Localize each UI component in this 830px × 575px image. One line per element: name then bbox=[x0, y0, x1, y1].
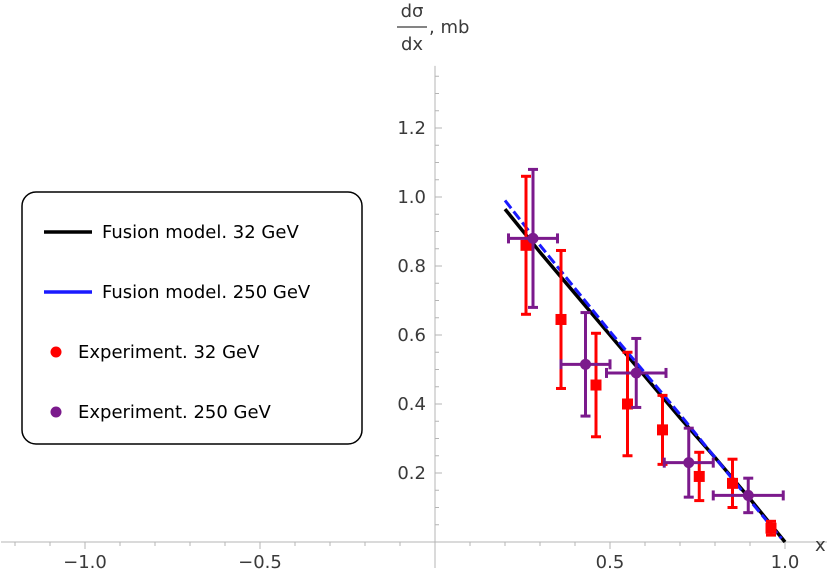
data-point-experiment-32 bbox=[622, 350, 633, 458]
circle-marker bbox=[527, 232, 539, 244]
legend-label-experiment-250: Experiment. 250 GeV bbox=[78, 402, 272, 423]
y-axis-title-numerator: dσ bbox=[401, 1, 424, 22]
square-marker bbox=[727, 477, 738, 489]
legend-label-experiment-32: Experiment. 32 GeV bbox=[78, 342, 260, 363]
data-point-experiment-250 bbox=[711, 476, 785, 515]
square-marker bbox=[765, 522, 777, 534]
circle-marker bbox=[742, 489, 754, 501]
y-tick-label: 1.2 bbox=[397, 118, 426, 139]
y-tick-label: 0.2 bbox=[397, 463, 426, 484]
y-tick-label: 0.4 bbox=[397, 394, 426, 415]
legend-label-fusion-32: Fusion model. 32 GeV bbox=[102, 222, 299, 243]
x-axis-title: x bbox=[815, 535, 826, 556]
square-marker bbox=[693, 470, 705, 482]
data-point-experiment-32 bbox=[727, 457, 738, 509]
circle-marker bbox=[630, 367, 642, 379]
y-tick-label: 1.0 bbox=[397, 187, 426, 208]
y-tick-label: 0.6 bbox=[397, 325, 426, 346]
data-point-experiment-250 bbox=[507, 167, 559, 309]
series-line-fusion-250 bbox=[503, 199, 783, 540]
data-point-experiment-32 bbox=[765, 519, 777, 537]
legend-box bbox=[21, 191, 363, 445]
legend: Fusion model. 32 GeV Fusion model. 250 G… bbox=[21, 191, 363, 445]
square-marker bbox=[520, 239, 532, 251]
plot-area bbox=[503, 167, 787, 544]
y-axis-title: dσ dx , mb bbox=[397, 1, 469, 55]
legend-marker-experiment-250 bbox=[50, 406, 62, 418]
data-point-experiment-32 bbox=[657, 393, 668, 466]
data-point-experiment-250 bbox=[559, 311, 612, 418]
data-point-experiment-250 bbox=[662, 426, 715, 499]
x-tick-label: 1.0 bbox=[771, 552, 800, 573]
data-point-experiment-250 bbox=[605, 336, 668, 409]
y-tick-label: 0.8 bbox=[397, 256, 426, 277]
legend-label-fusion-250: Fusion model. 250 GeV bbox=[102, 282, 311, 303]
circle-marker bbox=[683, 457, 695, 469]
square-marker bbox=[590, 379, 602, 391]
square-marker bbox=[657, 424, 668, 436]
legend-marker-experiment-32 bbox=[50, 346, 62, 358]
square-marker bbox=[622, 398, 633, 410]
x-tick-label: 0.5 bbox=[596, 552, 625, 573]
x-tick-label: −1.0 bbox=[63, 552, 107, 573]
square-marker bbox=[555, 313, 567, 325]
data-point-experiment-32 bbox=[590, 331, 602, 439]
data-point-experiment-32 bbox=[693, 450, 705, 503]
axes: −1.0 −0.5 0.5 1.0 0.2 0.4 0.6 0.8 1.0 1.2 bbox=[1, 65, 827, 573]
series-line-fusion-32 bbox=[503, 207, 787, 544]
circle-marker bbox=[580, 358, 591, 370]
y-axis-title-denominator: dx bbox=[401, 34, 423, 55]
x-tick-label: −0.5 bbox=[238, 552, 282, 573]
data-point-experiment-32 bbox=[520, 174, 532, 316]
y-axis-title-unit: , mb bbox=[429, 17, 469, 38]
